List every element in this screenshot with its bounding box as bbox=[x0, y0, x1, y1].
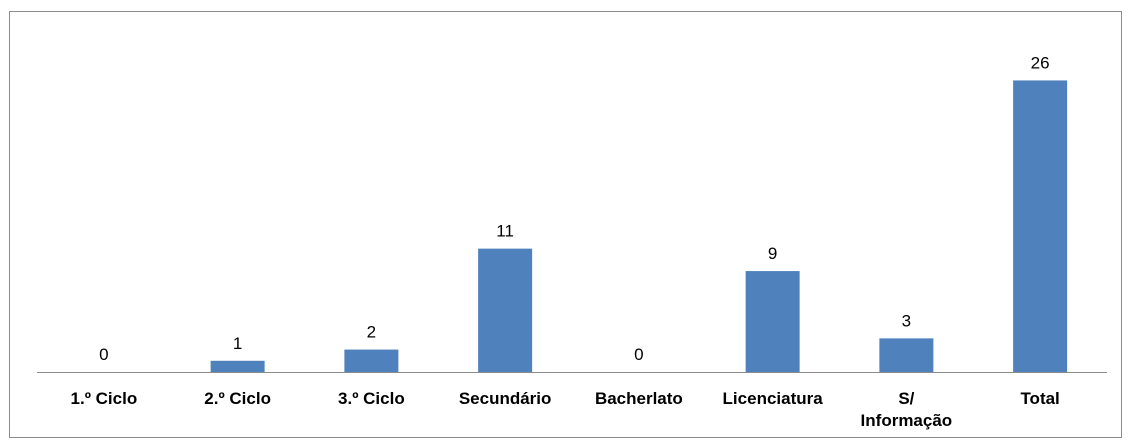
category-label-line: Informação bbox=[861, 411, 953, 430]
value-label-5: 9 bbox=[768, 244, 777, 263]
category-label-line: 2.º Ciclo bbox=[204, 389, 271, 408]
value-labels-group: 0 1 2 11 0 9 3 26 bbox=[99, 53, 1049, 364]
bar-7 bbox=[1013, 80, 1068, 372]
bars-group bbox=[210, 80, 1068, 372]
bar-1 bbox=[210, 360, 265, 372]
category-label-line: 3.º Ciclo bbox=[338, 389, 405, 408]
bar-2 bbox=[344, 349, 399, 372]
bar-3 bbox=[478, 248, 533, 372]
category-labels-group: 1.º Ciclo 2.º Ciclo 3.º Ciclo Secundário Bac… bbox=[71, 389, 1060, 430]
category-label-line: Total bbox=[1020, 389, 1059, 408]
chart-frame bbox=[9, 11, 1122, 438]
category-label-4: Bacherlato bbox=[595, 389, 683, 408]
category-label-0: 1.º Ciclo bbox=[71, 389, 138, 408]
value-label-1: 1 bbox=[233, 334, 242, 353]
bar-6 bbox=[879, 338, 934, 372]
category-label-2: 3.º Ciclo bbox=[338, 389, 405, 408]
value-label-3: 11 bbox=[496, 222, 514, 241]
value-label-0: 0 bbox=[99, 345, 108, 364]
category-label-line: Secundário bbox=[459, 389, 552, 408]
category-label-3: Secundário bbox=[459, 389, 552, 408]
category-label-5: Licenciatura bbox=[723, 389, 824, 408]
bar-5 bbox=[745, 271, 800, 372]
category-label-line: Bacherlato bbox=[595, 389, 683, 408]
category-label-line: Licenciatura bbox=[723, 389, 824, 408]
category-label-7: Total bbox=[1020, 389, 1059, 408]
value-label-7: 26 bbox=[1031, 53, 1050, 72]
value-label-4: 0 bbox=[634, 345, 643, 364]
category-label-line: S/ bbox=[898, 389, 914, 408]
category-label-line: 1.º Ciclo bbox=[71, 389, 138, 408]
category-label-1: 2.º Ciclo bbox=[204, 389, 271, 408]
value-label-6: 3 bbox=[902, 311, 911, 330]
category-label-6: S/Informação bbox=[861, 389, 953, 430]
value-label-2: 2 bbox=[367, 323, 376, 342]
